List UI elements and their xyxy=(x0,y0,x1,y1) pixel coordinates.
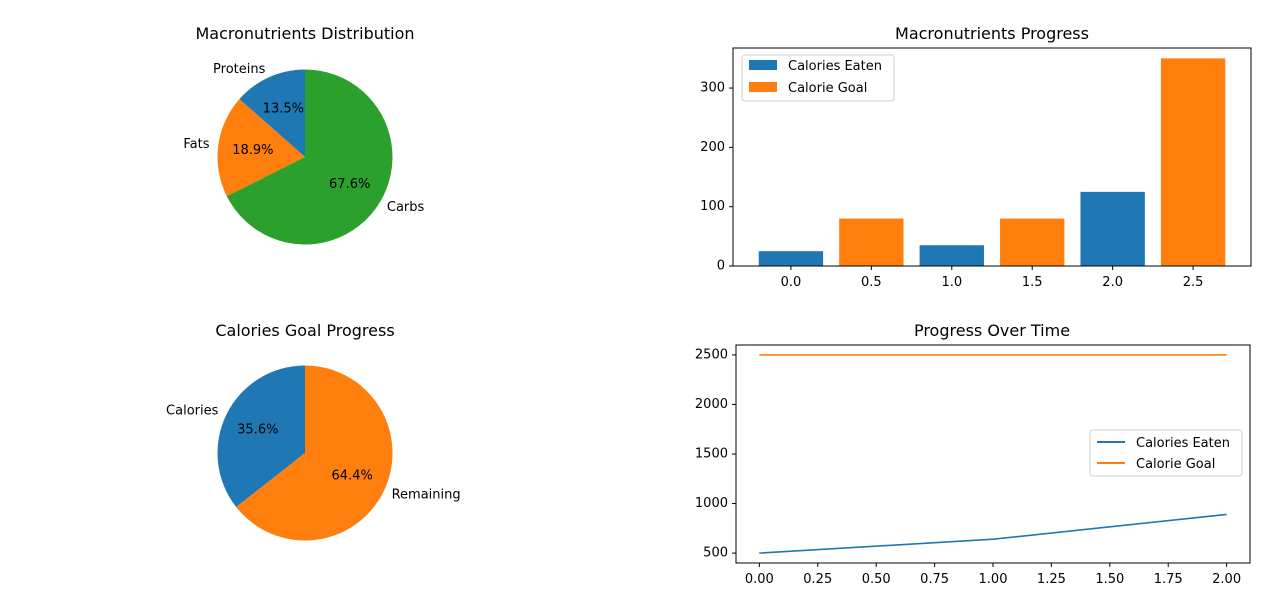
line-legend-box xyxy=(1089,429,1243,477)
pie2-title: Calories Goal Progress xyxy=(215,321,394,340)
bar-xtick-label: 0.0 xyxy=(781,275,802,290)
line-legend-label-eaten: Calories Eaten xyxy=(1136,436,1230,451)
line-series-eaten xyxy=(759,513,1227,554)
bar-eaten-2 xyxy=(1080,191,1145,266)
pie2-percent-1: 64.4% xyxy=(332,468,373,483)
bar-ytick-label: 300 xyxy=(700,81,725,96)
line-xtick-label: 1.75 xyxy=(1154,572,1183,587)
pie1-percent-2: 67.6% xyxy=(329,177,370,192)
pie1-percent-1: 18.9% xyxy=(232,143,273,158)
line-xtick-label: 0.50 xyxy=(862,572,891,587)
line-xtick-label: 0.25 xyxy=(803,572,832,587)
line-ytick-label: 500 xyxy=(703,546,728,561)
progress-line-chart: Progress Over Time 0.00 0.25 0.50 0.75 1.00 1… xyxy=(695,321,1251,587)
pie1-label-1: Fats xyxy=(183,137,209,152)
bar-xtick-label: 0.5 xyxy=(861,275,882,290)
macronutrients-bar-chart: Macronutrients Progress 0.0 0.5 1.0 1.5 2.0 2… xyxy=(700,24,1252,290)
bar-axes-frame xyxy=(732,47,1252,267)
line-xtick-label: 1.50 xyxy=(1095,572,1124,587)
line-xtick-label: 0.75 xyxy=(920,572,949,587)
pie1-label-0: Proteins xyxy=(213,62,266,77)
pie1-slice-2 xyxy=(226,69,393,245)
pie1-percent-0: 13.5% xyxy=(263,102,304,117)
bar-ytick-label: 200 xyxy=(700,140,725,155)
line-legend-label-goal: Calorie Goal xyxy=(1136,457,1215,472)
bar-eaten-1 xyxy=(919,245,984,266)
line-ytick-label: 1500 xyxy=(695,447,728,462)
pie1-slice-0 xyxy=(239,69,305,157)
line-xtick-label: 2.00 xyxy=(1212,572,1241,587)
bar-legend-swatch-eaten xyxy=(749,60,777,70)
pie2-label-1: Remaining xyxy=(392,488,461,503)
line-axes-frame xyxy=(735,344,1251,564)
bar-ytick-label: 0 xyxy=(717,259,725,274)
bar-legend: Calories Eaten Calorie Goal xyxy=(741,54,895,102)
bar-legend-label-eaten: Calories Eaten xyxy=(788,59,882,74)
line-ytick-label: 2000 xyxy=(695,397,728,412)
pie2-label-0: Calories xyxy=(166,403,219,418)
calories-goal-pie-chart: Calories Goal Progress Calories 35.6% Rema… xyxy=(166,321,461,541)
bar-goal-1 xyxy=(1000,218,1065,266)
line-legend: Calories Eaten Calorie Goal xyxy=(1089,429,1243,477)
pie2-percent-0: 35.6% xyxy=(237,423,278,438)
line-ytick-label: 2500 xyxy=(695,347,728,362)
pie1-slice-1 xyxy=(217,99,305,197)
bar-legend-box xyxy=(741,54,895,102)
bar-goal-2 xyxy=(1160,58,1226,266)
bar-xtick-label: 1.0 xyxy=(941,275,962,290)
bar-title: Macronutrients Progress xyxy=(895,24,1089,43)
bar-xtick-label: 2.0 xyxy=(1102,275,1123,290)
bar-xtick-label: 1.5 xyxy=(1022,275,1043,290)
line-title: Progress Over Time xyxy=(914,321,1070,340)
bar-ytick-label: 100 xyxy=(700,199,725,214)
pie2-slice-0 xyxy=(217,365,305,508)
pie1-title: Macronutrients Distribution xyxy=(195,24,414,43)
bar-legend-label-goal: Calorie Goal xyxy=(788,81,867,96)
bar-goal-0 xyxy=(839,218,904,266)
pie1-label-2: Carbs xyxy=(387,200,425,215)
macronutrients-pie-chart: Macronutrients Distribution Proteins 13.5… xyxy=(183,24,425,245)
line-ytick-label: 1000 xyxy=(695,496,728,511)
bar-eaten-0 xyxy=(758,251,824,266)
pie2-slice-1 xyxy=(236,365,393,541)
line-xtick-label: 1.25 xyxy=(1037,572,1066,587)
bar-xtick-label: 2.5 xyxy=(1183,275,1204,290)
bar-legend-swatch-goal xyxy=(749,82,777,92)
line-xtick-label: 0.00 xyxy=(745,572,774,587)
line-xtick-label: 1.00 xyxy=(979,572,1008,587)
